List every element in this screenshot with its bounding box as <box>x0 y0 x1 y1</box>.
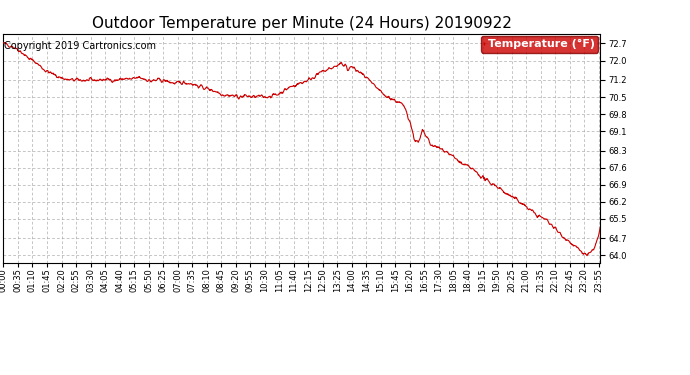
Text: Copyright 2019 Cartronics.com: Copyright 2019 Cartronics.com <box>4 40 156 51</box>
Title: Outdoor Temperature per Minute (24 Hours) 20190922: Outdoor Temperature per Minute (24 Hours… <box>92 16 512 31</box>
Legend: Temperature (°F): Temperature (°F) <box>481 36 598 53</box>
